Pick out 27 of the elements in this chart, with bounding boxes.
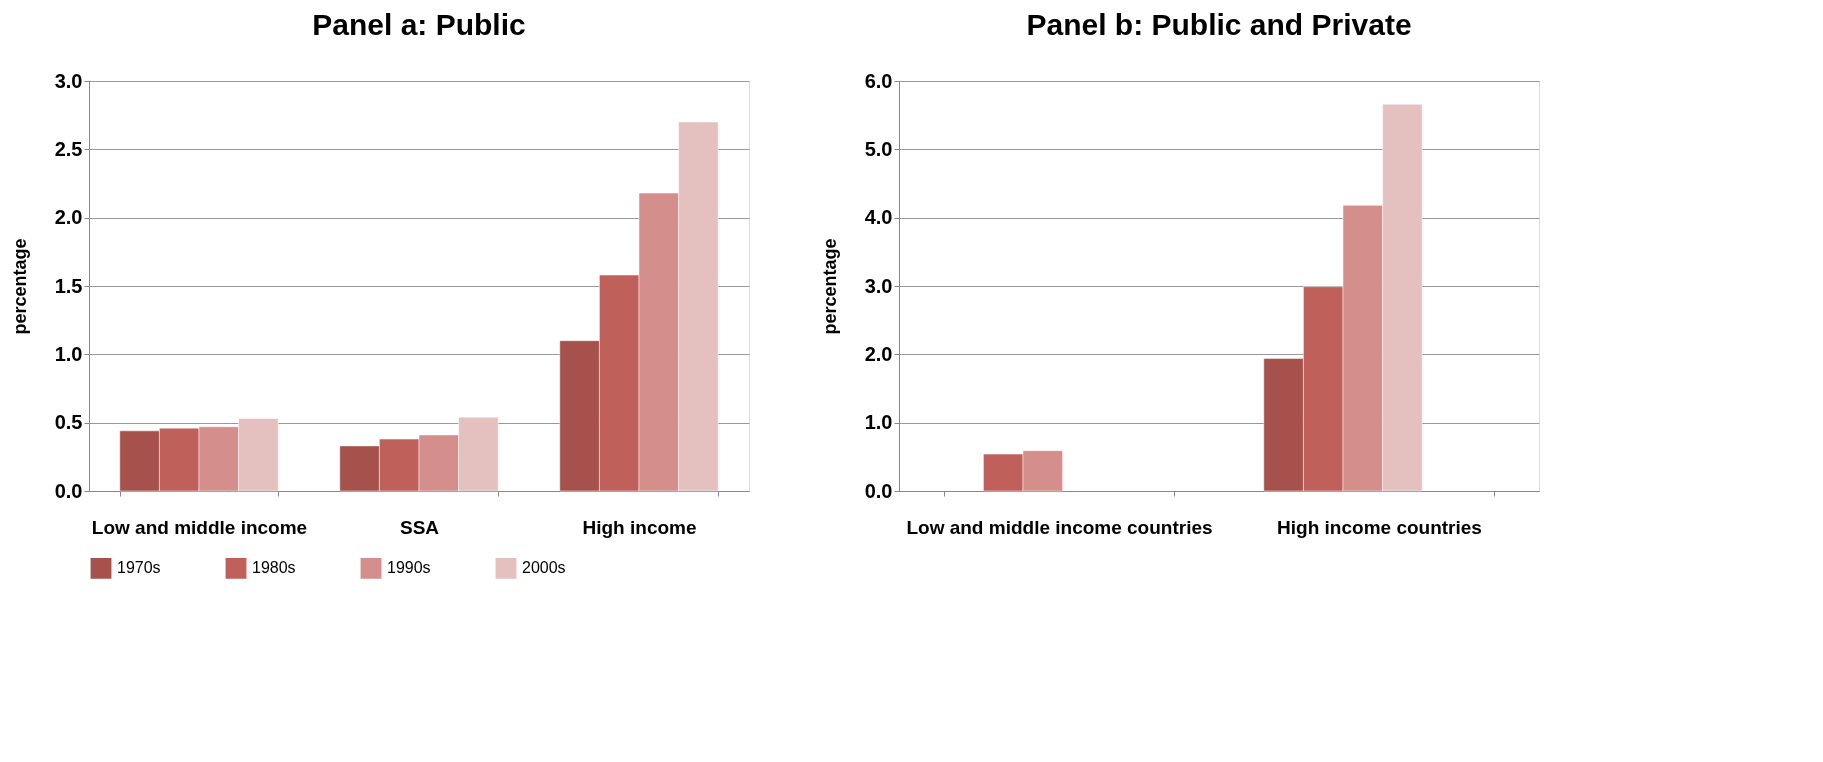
chart-title: Panel b: Public and Private: [1026, 8, 1412, 41]
y-tick-label: 3.0: [54, 69, 83, 92]
legend-label: 1990s: [387, 559, 431, 577]
y-tick-label: 0.5: [54, 411, 83, 434]
y-axis-title: percentage: [819, 238, 840, 335]
chart-title: Panel a: Public: [312, 8, 526, 41]
y-tick-label: 1.5: [54, 274, 83, 297]
x-tick-label: High income countries: [1277, 516, 1482, 538]
y-tick-label: 2.0: [54, 206, 83, 229]
y-tick-label: 1.0: [54, 342, 83, 365]
y-tick-label: 2.5: [54, 137, 83, 160]
x-tick-label: Low and middle income countries: [906, 516, 1213, 538]
y-tick-label: 6.0: [864, 69, 893, 92]
y-tick-label: 4.0: [864, 206, 893, 229]
legend-label: 1970s: [117, 559, 161, 577]
y-axis-title: percentage: [9, 238, 30, 335]
x-tick-label: High income: [582, 516, 697, 538]
y-tick-label: 0.0: [54, 479, 83, 502]
y-tick-label: 3.0: [864, 274, 893, 297]
legend-label: 1980s: [252, 559, 296, 577]
y-tick-label: 2.0: [864, 342, 893, 365]
legend-label: 2000s: [522, 559, 566, 577]
x-tick-label: Low and middle income: [91, 516, 308, 538]
x-tick-label: SSA: [399, 516, 440, 538]
y-tick-label: 5.0: [864, 137, 893, 160]
y-tick-label: 0.0: [864, 479, 893, 502]
y-tick-label: 1.0: [864, 411, 893, 434]
